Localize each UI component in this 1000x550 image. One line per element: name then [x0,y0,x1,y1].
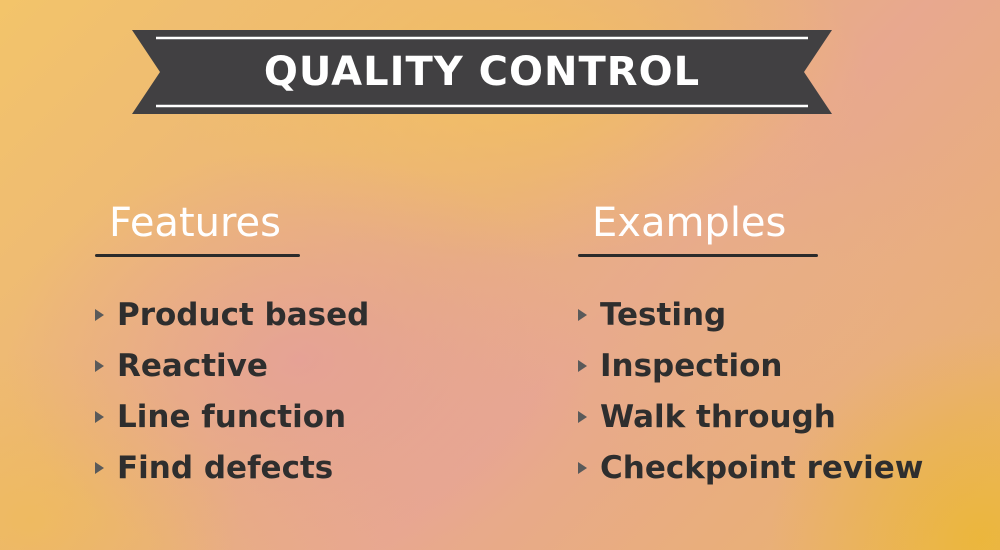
list-item: Product based [95,289,455,340]
list-item-label: Inspection [600,347,783,384]
triangle-bullet-icon [95,308,104,321]
list-item-label: Find defects [117,449,334,486]
list-item: Line function [95,391,455,442]
features-underline [95,254,300,257]
triangle-bullet-icon [578,308,587,321]
triangle-bullet-icon [578,410,587,423]
page-title: QUALITY CONTROL [263,49,701,95]
features-list: Product based Reactive Line function Fin… [95,289,455,493]
list-item: Testing [578,289,978,340]
examples-underline [578,254,818,257]
title-banner: QUALITY CONTROL [132,22,832,122]
triangle-bullet-icon [578,359,587,372]
triangle-bullet-icon [578,461,587,474]
list-item: Find defects [95,442,455,493]
ribbon-shape [132,30,832,114]
list-item-label: Checkpoint review [600,449,924,486]
list-item-label: Line function [117,398,347,435]
list-item: Inspection [578,340,978,391]
features-heading: Features [109,200,281,246]
list-item-label: Walk through [600,398,836,435]
examples-column: Examples Testing Inspection Walk through… [578,196,978,493]
list-item: Reactive [95,340,455,391]
triangle-bullet-icon [95,410,104,423]
examples-heading: Examples [592,200,787,246]
list-item: Walk through [578,391,978,442]
list-item-label: Testing [600,296,727,333]
examples-list: Testing Inspection Walk through Checkpoi… [578,289,978,493]
list-item-label: Reactive [117,347,268,384]
list-item-label: Product based [117,296,370,333]
list-item: Checkpoint review [578,442,978,493]
triangle-bullet-icon [95,359,104,372]
features-column: Features Product based Reactive Line fun… [95,196,455,493]
triangle-bullet-icon [95,461,104,474]
